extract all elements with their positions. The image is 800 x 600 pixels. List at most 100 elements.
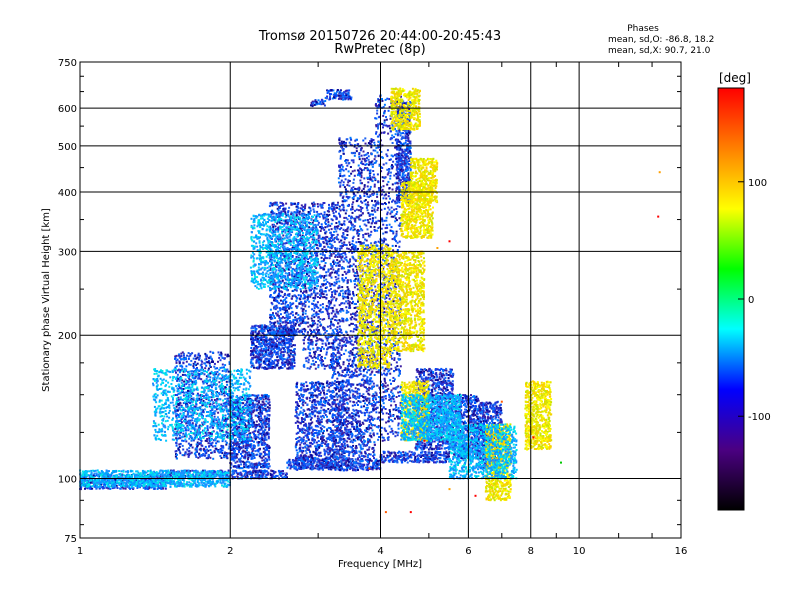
data-point-O	[369, 457, 371, 460]
data-point-O	[220, 407, 223, 410]
data-point-O	[236, 428, 239, 431]
data-point-O	[410, 451, 413, 454]
data-point-O	[271, 360, 274, 362]
data-point-O	[261, 456, 264, 459]
data-point-O	[435, 454, 438, 457]
data-point-O	[262, 459, 265, 462]
data-point-O	[299, 322, 302, 325]
data-point-O	[249, 454, 251, 456]
data-point-O	[204, 362, 207, 365]
data-point-O	[189, 430, 192, 433]
data-point-O	[277, 331, 279, 334]
data-point-O	[262, 329, 265, 332]
data-point-O	[188, 453, 191, 455]
data-point-O	[232, 412, 235, 415]
data-point-O	[211, 451, 214, 454]
data-point-O	[254, 326, 257, 329]
data-point-O	[235, 425, 238, 428]
data-point-O	[288, 340, 291, 343]
data-point-O	[233, 434, 236, 437]
data-point-O	[199, 439, 202, 441]
data-point-O	[382, 461, 385, 464]
data-point-O	[221, 369, 224, 372]
data-point-O	[146, 486, 149, 489]
data-point-O	[285, 202, 288, 205]
data-point-O	[242, 456, 245, 459]
data-point-O	[267, 437, 270, 440]
data-point-O	[265, 367, 268, 370]
data-point-O	[260, 466, 263, 468]
data-point-O	[244, 451, 247, 454]
data-point-O	[247, 397, 250, 400]
data-point-O	[319, 409, 322, 412]
data-point-O	[254, 398, 257, 401]
data-point-O	[245, 444, 248, 447]
data-point-O	[269, 329, 272, 332]
data-point-O	[182, 362, 185, 365]
data-point-O	[185, 429, 188, 432]
data-point-O	[199, 401, 202, 404]
data-point-O	[270, 332, 273, 334]
data-point-O	[263, 324, 266, 327]
data-point-O	[189, 470, 192, 472]
data-point-O	[258, 476, 261, 479]
data-point-O	[275, 304, 278, 307]
data-point-O	[265, 418, 268, 421]
data-point-O	[249, 465, 252, 468]
data-point-O	[182, 439, 185, 442]
data-point-O	[192, 381, 195, 384]
data-point-O	[293, 359, 296, 362]
data-point-O	[221, 416, 224, 419]
data-point-O	[183, 391, 186, 394]
data-point-O	[382, 450, 385, 453]
data-point-O	[263, 452, 266, 454]
data-point-O	[238, 438, 241, 441]
data-point-O	[208, 440, 211, 443]
data-point-O	[428, 460, 431, 463]
data-point-O	[259, 471, 262, 474]
data-point-O	[187, 442, 190, 445]
data-point-O	[207, 369, 210, 372]
data-point-O	[272, 330, 275, 333]
data-point-O	[281, 331, 284, 334]
data-point-O	[251, 431, 254, 434]
data-point-O	[185, 415, 188, 418]
data-point-O	[301, 313, 304, 316]
data-point-O	[255, 324, 258, 327]
data-point-O	[182, 416, 185, 419]
data-point-O	[284, 341, 287, 344]
data-point-O	[280, 337, 282, 340]
data-point-O	[225, 430, 228, 433]
data-point-O	[267, 467, 270, 470]
data-point-O	[261, 431, 264, 434]
data-point-O	[289, 301, 292, 304]
data-point-O	[267, 396, 270, 399]
data-point-O	[255, 366, 258, 369]
data-point-O	[228, 385, 231, 388]
data-point-O	[200, 411, 203, 414]
data-point-O	[263, 417, 266, 420]
data-point-O	[258, 336, 261, 339]
data-point-O	[264, 421, 267, 424]
data-point-O	[198, 377, 201, 380]
data-point-O	[266, 328, 269, 330]
data-point-O	[267, 450, 270, 453]
data-point-O	[268, 414, 271, 417]
data-point-O	[238, 472, 241, 475]
data-point-O	[316, 461, 319, 464]
data-point-O	[227, 423, 230, 426]
data-point-O	[215, 408, 218, 411]
data-point-O	[251, 325, 254, 328]
data-point-O	[225, 380, 228, 383]
data-point-O	[224, 440, 227, 443]
data-point-O	[234, 402, 237, 405]
data-point-O	[223, 419, 226, 422]
data-point-O	[282, 357, 285, 360]
data-point-O	[252, 424, 255, 427]
data-point-O	[293, 263, 296, 266]
data-point-O	[244, 462, 247, 464]
data-point-O	[260, 433, 263, 435]
data-point-O	[226, 432, 229, 434]
data-point-O	[299, 207, 302, 210]
data-point-O	[381, 461, 384, 464]
